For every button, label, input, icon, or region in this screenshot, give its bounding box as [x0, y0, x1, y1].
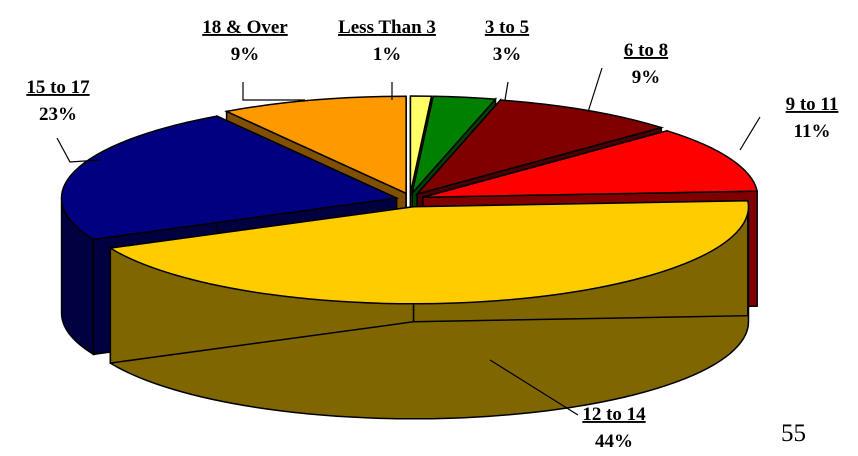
- slice-label-percent: 9%: [231, 44, 260, 65]
- slice-12-to-14: [108, 199, 750, 305]
- slice-label-category: 12 to 14: [582, 404, 646, 425]
- slice-label-percent: 44%: [595, 431, 633, 452]
- slice-18-over: [224, 95, 407, 195]
- leader-line-5: [56, 137, 101, 163]
- slice-labels: Less Than 3 1% 3 to 5 3% 6 to 8 9% 9 to 11 11% 1…: [26, 17, 838, 452]
- slice-6-to-8: [414, 99, 665, 196]
- slice-label-category: 18 & Over: [202, 17, 288, 38]
- page-number: 55: [781, 420, 806, 447]
- leader-lines: [56, 67, 761, 416]
- pie-tops: [60, 95, 759, 305]
- slice-label-percent: 1%: [373, 44, 402, 65]
- slice-label-percent: 23%: [39, 104, 77, 125]
- slice-less-than-3: [409, 95, 433, 194]
- slice-label-category: Less Than 3: [338, 17, 436, 38]
- slice-label-category: 6 to 8: [624, 40, 668, 61]
- slice-label-percent: 11%: [794, 121, 831, 142]
- slice-label-percent: 9%: [632, 67, 661, 88]
- slice-label-percent: 3%: [493, 44, 522, 65]
- slice-label-category: 15 to 17: [26, 77, 90, 98]
- slice-9-to-11: [422, 130, 759, 198]
- slice-15-to-17: [60, 115, 400, 241]
- slice-label-category: 3 to 5: [485, 17, 529, 38]
- slice-3-to-5: [410, 95, 498, 196]
- leader-line-6: [242, 82, 305, 101]
- leader-line-4: [489, 359, 579, 416]
- leader-line-3: [739, 116, 761, 151]
- slice-label-category: 9 to 11: [786, 94, 839, 115]
- leader-line-2: [587, 67, 603, 113]
- leader-line-1: [504, 81, 509, 101]
